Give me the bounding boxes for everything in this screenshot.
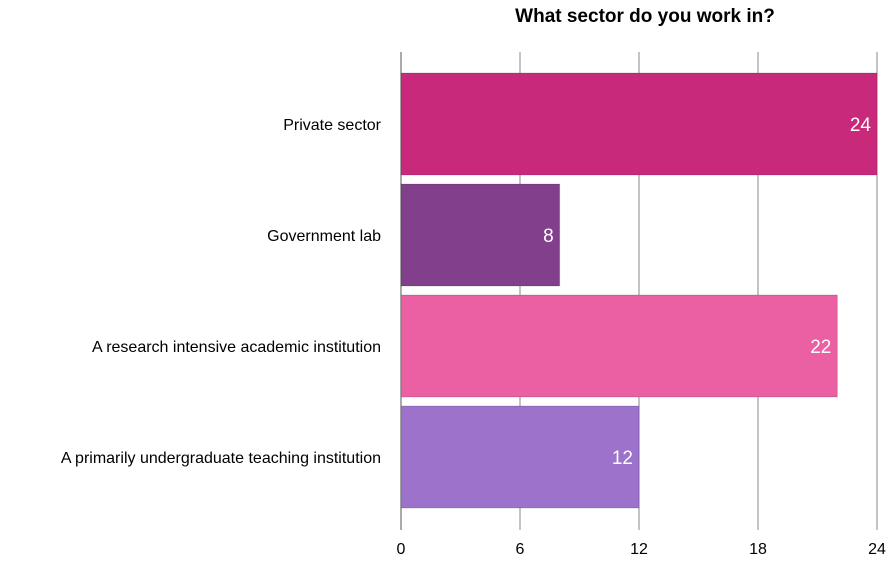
bars [400, 72, 878, 509]
category-label: Private sector [283, 117, 381, 134]
data-label: 8 [543, 226, 554, 247]
category-label: A primarily undergraduate teaching insti… [61, 450, 381, 467]
data-label: 12 [612, 448, 633, 469]
chart-title: What sector do you work in? [515, 6, 775, 27]
category-label: Government lab [267, 228, 381, 245]
data-label: 22 [810, 337, 831, 358]
bar [400, 405, 640, 509]
x-axis-ticks: 0 6 12 18 24 [397, 541, 886, 558]
bar [400, 183, 561, 287]
category-label: A research intensive academic institutio… [92, 339, 381, 356]
bar [400, 72, 878, 176]
data-label: 24 [850, 115, 872, 136]
x-tick-label: 6 [516, 541, 525, 558]
x-tick-label: 18 [749, 541, 767, 558]
value-labels: 24 8 22 12 [543, 115, 871, 469]
x-tick-label: 24 [868, 541, 886, 558]
category-labels: Private sector Government lab A research i… [61, 117, 382, 467]
x-tick-label: 0 [397, 541, 406, 558]
bar [400, 294, 838, 398]
x-tick-label: 12 [630, 541, 648, 558]
